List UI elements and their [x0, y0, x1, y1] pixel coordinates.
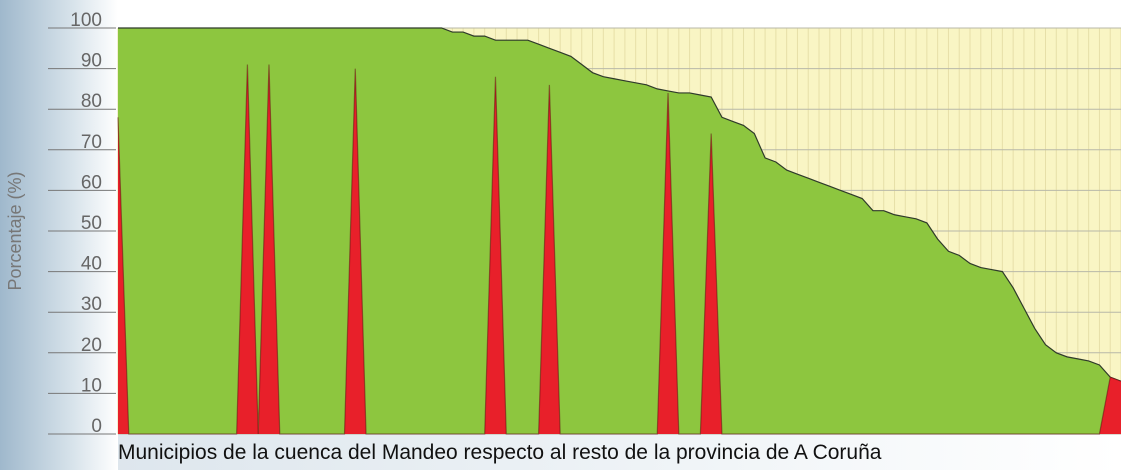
- x-axis-label: Municipios de la cuenca del Mandeo respe…: [118, 441, 882, 464]
- area-outline: [117, 64, 1121, 435]
- y-tick-label: 0: [91, 416, 102, 437]
- y-tick-label: 90: [81, 51, 102, 72]
- y-tick-label: 20: [81, 335, 102, 356]
- background-photo: [0, 0, 118, 470]
- y-tick-label: 30: [81, 294, 102, 315]
- y-tick-label: 70: [81, 132, 102, 153]
- area: [118, 28, 1121, 434]
- y-tick-label: 60: [81, 172, 102, 193]
- y-axis-label: Porcentaje (%): [5, 171, 25, 290]
- y-tick-label: 40: [81, 254, 102, 275]
- y-tick-label: 10: [81, 375, 102, 396]
- y-tick-label: 80: [81, 91, 102, 112]
- area-outline: [118, 27, 1121, 382]
- y-tick-label: 100: [70, 10, 102, 31]
- background-photo: [118, 434, 1121, 470]
- y-tick-label: 50: [81, 213, 102, 234]
